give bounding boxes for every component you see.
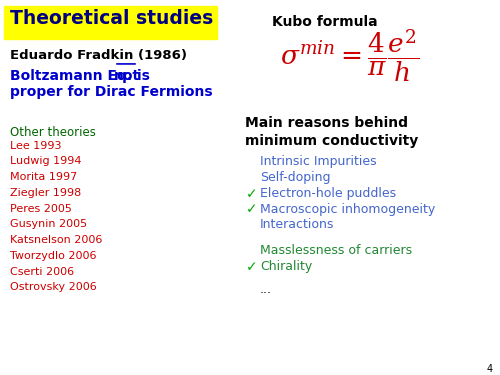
Text: Ziegler 1998: Ziegler 1998 <box>10 188 81 198</box>
Text: Eduardo Fradkin (1986): Eduardo Fradkin (1986) <box>10 49 187 62</box>
Text: Theoretical studies: Theoretical studies <box>10 9 213 28</box>
Text: Tworzydlo 2006: Tworzydlo 2006 <box>10 251 97 261</box>
Text: Lee 1993: Lee 1993 <box>10 141 62 151</box>
Text: Other theories: Other theories <box>10 126 96 139</box>
Text: Masslessness of carriers: Masslessness of carriers <box>260 244 412 257</box>
FancyBboxPatch shape <box>4 6 217 39</box>
Text: Intrinsic Impurities: Intrinsic Impurities <box>260 155 376 168</box>
Text: Main reasons behind
minimum conductivity: Main reasons behind minimum conductivity <box>245 116 418 148</box>
Text: Katsnelson 2006: Katsnelson 2006 <box>10 235 102 245</box>
Text: Peres 2005: Peres 2005 <box>10 204 72 214</box>
Text: ✓: ✓ <box>246 260 258 274</box>
Text: Boltzamann Eq. is: Boltzamann Eq. is <box>10 69 155 83</box>
Text: Macroscopic inhomogeneity: Macroscopic inhomogeneity <box>260 202 435 216</box>
Text: ...: ... <box>260 283 272 296</box>
Text: ✓: ✓ <box>246 187 258 201</box>
Text: Ostrovsky 2006: Ostrovsky 2006 <box>10 282 97 292</box>
Text: Interactions: Interactions <box>260 218 334 231</box>
Text: Gusynin 2005: Gusynin 2005 <box>10 219 87 230</box>
Text: 4: 4 <box>487 364 493 374</box>
Text: Kubo formula: Kubo formula <box>272 15 378 29</box>
Text: not: not <box>114 69 140 83</box>
Text: proper for Dirac Fermions: proper for Dirac Fermions <box>10 85 212 99</box>
Text: Self-doping: Self-doping <box>260 171 330 184</box>
Text: ✓: ✓ <box>246 202 258 217</box>
Text: Ludwig 1994: Ludwig 1994 <box>10 156 82 166</box>
Text: Electron-hole puddles: Electron-hole puddles <box>260 187 396 200</box>
Text: Cserti 2006: Cserti 2006 <box>10 267 74 276</box>
Text: Morita 1997: Morita 1997 <box>10 172 77 182</box>
Text: Chirality: Chirality <box>260 260 312 273</box>
Text: $\sigma^{min} = \dfrac{4}{\pi}\dfrac{e^2}{h}$: $\sigma^{min} = \dfrac{4}{\pi}\dfrac{e^2… <box>280 27 419 84</box>
